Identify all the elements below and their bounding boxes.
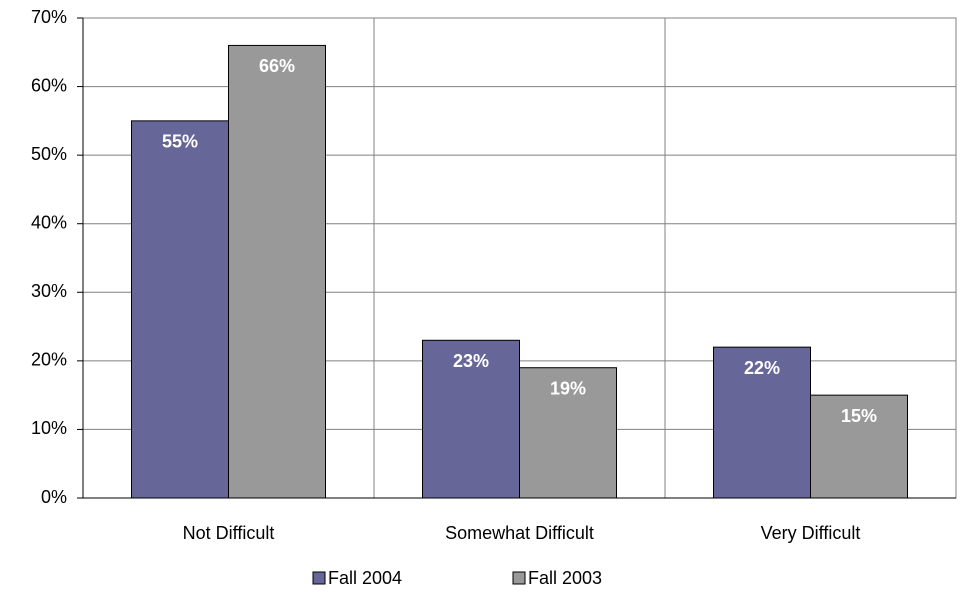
y-tick-label: 30% bbox=[31, 281, 67, 301]
bar bbox=[810, 394, 908, 499]
legend-swatch bbox=[512, 571, 526, 585]
value-label: 15% bbox=[841, 406, 877, 426]
legend-swatch bbox=[312, 571, 326, 585]
bar bbox=[713, 346, 811, 499]
legend-label: Fall 2003 bbox=[528, 568, 602, 588]
y-tick-label: 10% bbox=[31, 418, 67, 438]
x-tick-label: Not Difficult bbox=[183, 523, 275, 543]
y-tick-label: 60% bbox=[31, 75, 67, 95]
value-label: 66% bbox=[259, 56, 295, 76]
bar bbox=[422, 339, 520, 499]
value-label: 23% bbox=[453, 351, 489, 371]
bar bbox=[131, 120, 229, 499]
bar bbox=[228, 44, 326, 499]
value-label: 22% bbox=[744, 358, 780, 378]
y-tick-label: 70% bbox=[31, 7, 67, 27]
x-tick-label: Very Difficult bbox=[761, 523, 861, 543]
legend-label: Fall 2004 bbox=[328, 568, 402, 588]
y-tick-label: 20% bbox=[31, 350, 67, 370]
value-label: 55% bbox=[162, 132, 198, 152]
y-tick-label: 0% bbox=[41, 487, 67, 507]
value-label: 19% bbox=[550, 378, 586, 398]
bar bbox=[519, 367, 617, 499]
x-tick-label: Somewhat Difficult bbox=[445, 523, 594, 543]
y-tick-label: 40% bbox=[31, 212, 67, 232]
y-tick-label: 50% bbox=[31, 144, 67, 164]
